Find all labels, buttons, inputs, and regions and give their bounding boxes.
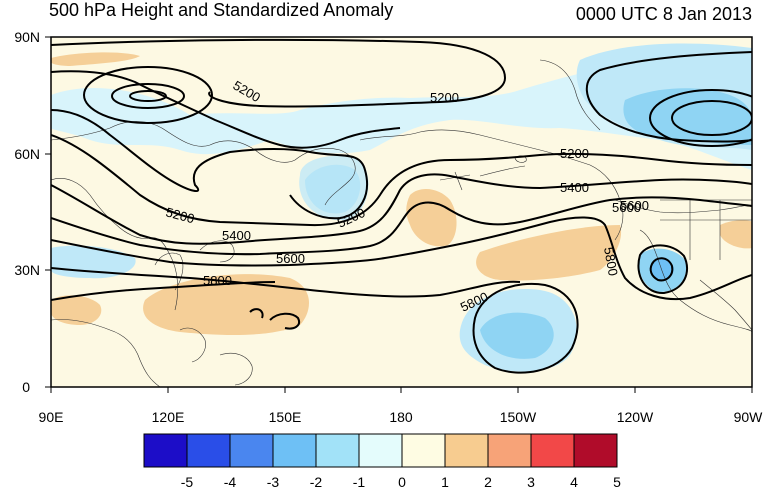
contour-5200-northeast (585, 51, 752, 143)
colorbar-swatch (573, 433, 618, 468)
lon-label: 90W (734, 409, 764, 425)
contour-label: 5200 (164, 204, 196, 226)
longitude-axis: 90E 120E 150E 180 150W 120W 90W (39, 387, 764, 425)
contour-ne-low-mid (671, 100, 752, 136)
lon-label: 120E (152, 409, 185, 425)
map-title: 500 hPa Height and Standardized Anomaly (49, 0, 394, 20)
contour-polar-low-inner (129, 90, 167, 102)
contour-5800-south (51, 267, 521, 298)
colorbar-swatch (143, 433, 188, 468)
anomaly-pos-far-north (51, 52, 140, 66)
contour-5900 (51, 281, 276, 301)
contour-5200-west (51, 70, 401, 149)
contour-5900-high (472, 283, 579, 374)
contour-sw-us-low (637, 244, 689, 295)
lon-label: 180 (389, 409, 413, 425)
colorbar-swatch (186, 433, 231, 468)
contour-small-high-2 (249, 308, 264, 319)
colorbar-label: -5 (181, 474, 194, 488)
contour-label: 5600 (612, 200, 641, 215)
colorbar: -5 -4 -3 -2 -1 0 1 2 3 4 5 (143, 433, 621, 488)
colorbar-label: 4 (570, 474, 578, 488)
anomaly-neg-kamchatka-halo (299, 155, 369, 221)
colorbar-label: -4 (224, 474, 237, 488)
contour-label: 5400 (222, 228, 251, 243)
colorbar-label: 1 (441, 474, 449, 488)
anomaly-neg-weak-north (51, 51, 752, 170)
colorbar-swatch (487, 433, 532, 468)
lat-label: 30N (14, 262, 40, 278)
contour-label: 5600 (620, 198, 649, 213)
colorbar-label: -1 (353, 474, 366, 488)
contour-polar-low-outer (83, 66, 213, 124)
contour-polar-low-mid (111, 83, 185, 109)
contour-5800 (51, 216, 752, 301)
colorbar-label: 3 (527, 474, 535, 488)
contour-ne-low-outer (649, 89, 752, 147)
lat-label: 60N (14, 146, 40, 162)
contour-label: 5400 (560, 180, 589, 195)
contour-5200-kamchatka (51, 109, 368, 220)
anomaly-pos-southwest (51, 295, 102, 325)
anomaly-neg-central-pacific-core (480, 312, 554, 359)
lat-label: 0 (22, 379, 30, 395)
colorbar-swatch (401, 433, 446, 468)
contour-label: 5200 (560, 146, 589, 161)
lat-label: 90N (14, 29, 40, 45)
lon-label: 150W (500, 409, 537, 425)
contour-small-high (269, 312, 300, 330)
colorbar-label: 0 (398, 474, 406, 488)
contour-5200-polar (51, 38, 507, 108)
lon-label: 150E (269, 409, 302, 425)
colorbar-label: 5 (613, 474, 621, 488)
colorbar-swatch (358, 433, 403, 468)
valid-time: 0000 UTC 8 Jan 2013 (575, 4, 752, 24)
contour-5400 (51, 173, 752, 245)
colorbar-swatch (272, 433, 317, 468)
contour-5200-main (51, 134, 752, 227)
anomaly-pos-east-us (720, 220, 752, 249)
colorbar-swatch (444, 433, 489, 468)
contour-label: 5600 (276, 251, 305, 266)
latitude-axis: 90N 60N 30N 0 (14, 29, 51, 395)
contour-label: 5200 (430, 90, 459, 105)
contour-sw-us-low-inner (649, 257, 674, 282)
lon-label: 90E (39, 409, 64, 425)
anomaly-pos-northeast-pacific (476, 225, 622, 281)
colorbar-swatch (229, 433, 274, 468)
colorbar-label: -3 (267, 474, 280, 488)
contour-label-group: 5200 5200 5200 5200 5200 5400 5400 5600 … (164, 78, 649, 315)
colorbar-label: 2 (484, 474, 492, 488)
anomaly-pos-subtropical-west (143, 274, 310, 336)
contour-label: 5800 (601, 246, 621, 277)
height-contours (51, 38, 752, 374)
lon-label: 120W (617, 409, 654, 425)
colorbar-label: -2 (310, 474, 323, 488)
colorbar-swatch (530, 433, 575, 468)
contour-label: 5800 (203, 273, 232, 288)
contour-5600 (51, 196, 752, 256)
colorbar-swatch (315, 433, 360, 468)
